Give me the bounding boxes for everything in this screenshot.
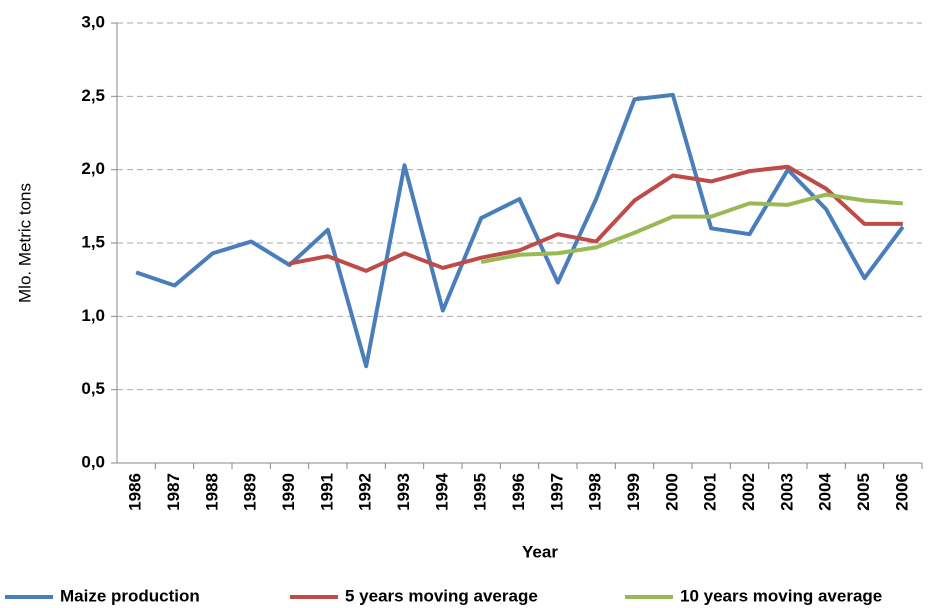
series-line <box>135 92 905 369</box>
y-axis-label: Mlo. Metric tons <box>15 183 34 303</box>
x-tick-label: 1998 <box>586 473 605 511</box>
x-tick-label: 2004 <box>816 472 835 510</box>
x-tick-label: 1992 <box>356 473 375 511</box>
x-tick-label: 1996 <box>509 473 528 511</box>
x-axis-label: Year <box>522 542 558 561</box>
y-tick-label: 3,0 <box>81 12 105 31</box>
y-tick-label: 2,5 <box>81 86 105 105</box>
x-tick-label: 2002 <box>739 473 758 511</box>
x-tick-label: 1986 <box>126 473 145 511</box>
x-tick-label: 1995 <box>471 473 490 511</box>
x-tick-label: 1997 <box>547 473 566 511</box>
x-tick-label: 2006 <box>892 473 911 511</box>
legend-label: 5 years moving average <box>345 586 538 605</box>
y-tick-label: 0,5 <box>81 379 105 398</box>
x-tick-label: 1991 <box>317 473 336 511</box>
series-line <box>289 164 903 273</box>
x-tick-label: 2000 <box>662 473 681 511</box>
legend-label: 10 years moving average <box>680 586 882 605</box>
x-tick-label: 1988 <box>202 473 221 511</box>
x-tick-label: 1999 <box>624 473 643 511</box>
y-tick-label: 2,0 <box>81 159 105 178</box>
x-tick-label: 1989 <box>241 473 260 511</box>
x-tick-label: 1993 <box>394 473 413 511</box>
x-tick-label: 1987 <box>164 473 183 511</box>
x-tick-label: 2003 <box>777 473 796 511</box>
y-tick-label: 1,0 <box>81 306 105 325</box>
series-line <box>480 192 903 265</box>
y-tick-label: 1,5 <box>81 232 105 251</box>
x-tick-label: 1994 <box>432 472 451 510</box>
x-tick-label: 2005 <box>854 473 873 511</box>
y-tick-label: 0,0 <box>81 452 105 471</box>
x-tick-label: 2001 <box>701 473 720 511</box>
x-tick-label: 1990 <box>279 473 298 511</box>
legend-label: Maize production <box>60 586 200 605</box>
